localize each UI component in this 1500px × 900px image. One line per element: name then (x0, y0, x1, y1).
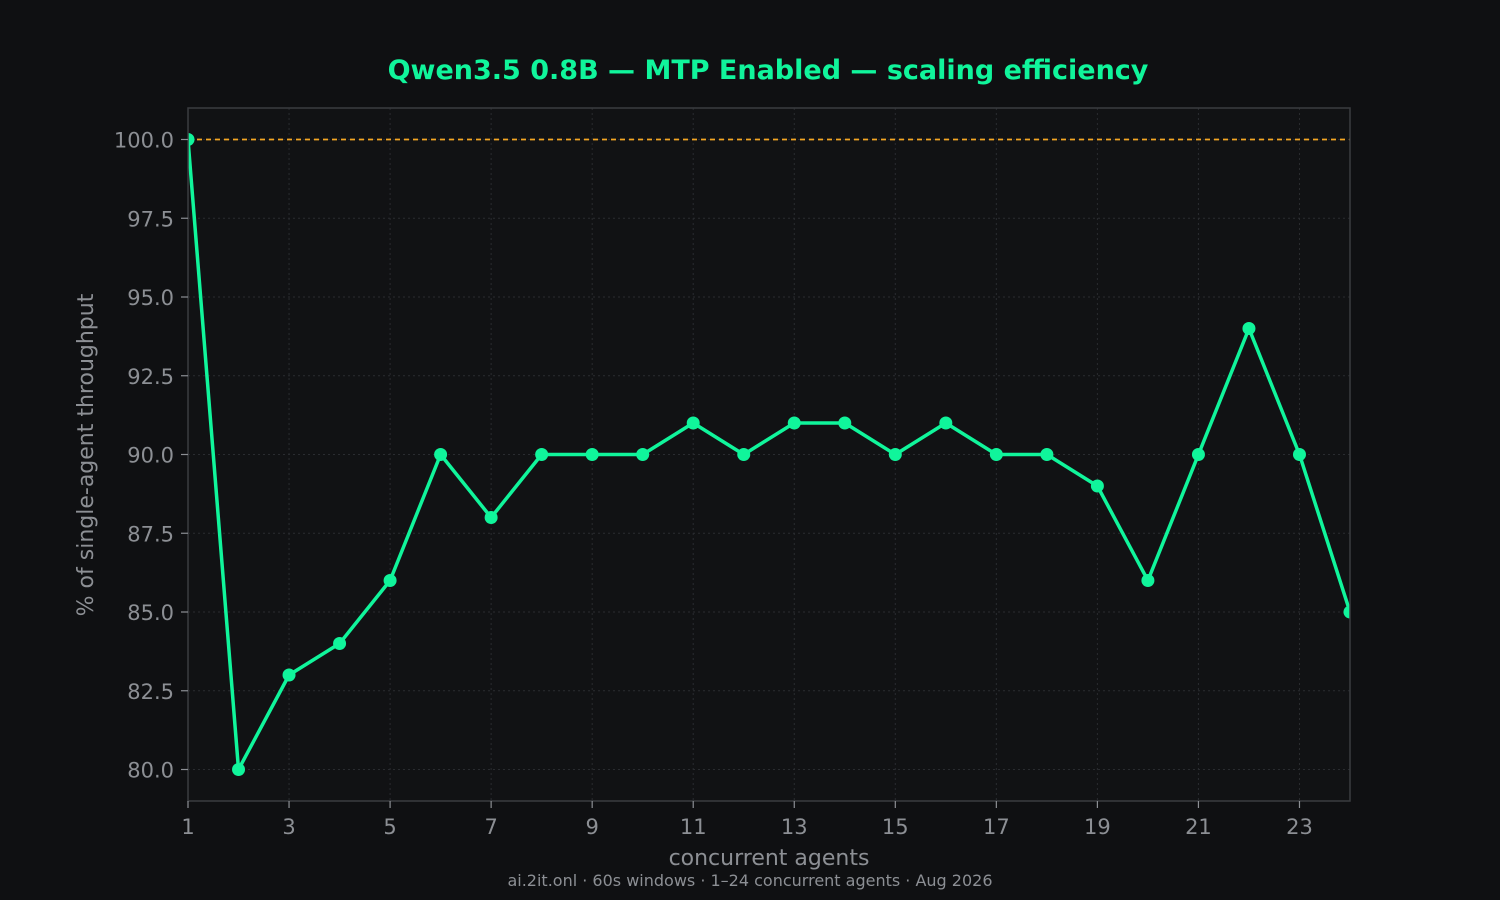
x-tick-label: 5 (383, 815, 396, 839)
y-tick-label: 97.5 (127, 207, 174, 231)
x-tick-label: 19 (1084, 815, 1111, 839)
data-point (585, 448, 599, 461)
data-point (838, 416, 852, 430)
x-tick-label: 1 (181, 815, 194, 839)
y-axis-ticks: 80.0 82.5 85.0 87.5 90.0 92.5 95.0 97.5 100.0 (114, 129, 188, 783)
data-point (232, 763, 246, 776)
y-tick-label: 100.0 (114, 129, 174, 153)
y-tick-label: 82.5 (127, 680, 174, 704)
data-point (1292, 448, 1306, 461)
data-point (939, 416, 953, 430)
series-line (188, 139, 1350, 772)
data-point (636, 448, 650, 461)
data-point (989, 448, 1003, 461)
x-tick-label: 23 (1286, 815, 1313, 839)
footnote: ai.2it.onl · 60s windows · 1–24 concurre… (507, 871, 992, 890)
data-point (1343, 605, 1350, 619)
y-tick-label: 85.0 (127, 601, 174, 625)
y-tick-label: 95.0 (127, 286, 174, 310)
x-tick-label: 21 (1185, 815, 1212, 839)
data-point (787, 416, 801, 430)
x-tick-label: 3 (282, 815, 295, 839)
y-tick-label: 80.0 (127, 759, 174, 783)
series-clip-group (188, 133, 1350, 776)
x-tick-label: 15 (882, 815, 909, 839)
x-axis-label: concurrent agents (669, 846, 870, 871)
data-point (1040, 448, 1054, 461)
data-point (383, 574, 397, 587)
data-point (888, 448, 902, 461)
chart-title: Qwen3.5 0.8B — MTP Enabled — scaling eff… (388, 55, 1149, 86)
x-tick-label: 17 (983, 815, 1010, 839)
x-tick-label: 13 (781, 815, 808, 839)
y-tick-label: 87.5 (127, 522, 174, 546)
y-axis-label: % of single-agent throughput (74, 293, 99, 616)
y-tick-label: 90.0 (127, 444, 174, 468)
data-point (434, 448, 448, 461)
data-point (686, 416, 700, 430)
x-axis-ticks: 1 3 5 7 9 11 13 15 17 19 21 23 (181, 801, 1313, 839)
data-point (1141, 574, 1155, 587)
data-point (535, 448, 549, 461)
x-tick-label: 7 (484, 815, 497, 839)
data-point (282, 668, 296, 682)
data-point (188, 133, 195, 146)
data-point (333, 637, 347, 650)
x-tick-label: 9 (585, 815, 598, 839)
data-point (737, 448, 751, 461)
data-point (1191, 448, 1205, 461)
data-point (1090, 479, 1104, 493)
series-group (188, 133, 1350, 776)
data-point (484, 511, 498, 524)
data-point (1242, 322, 1256, 335)
y-tick-label: 92.5 (127, 365, 174, 389)
x-tick-label: 11 (680, 815, 707, 839)
